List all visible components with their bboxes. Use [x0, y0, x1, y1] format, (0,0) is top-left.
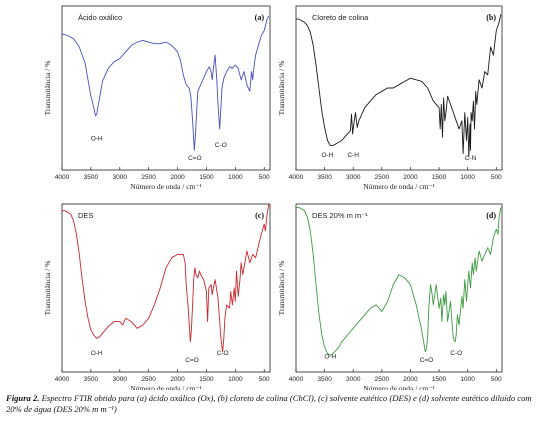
panel-b-title: Cloreto de colina — [312, 13, 369, 22]
panel-c-xtick-label: 2500 — [141, 376, 156, 383]
panel-b-ylabel: Transmitância / % — [277, 61, 286, 116]
panel-b-xtick-label: 1500 — [432, 174, 447, 181]
panel-a-xtick-label: 3500 — [84, 174, 99, 181]
panel-c-xtick-label: 500 — [259, 376, 270, 383]
panel-a-xtick-label: 3000 — [113, 174, 128, 181]
panel-b-spectrum-line — [296, 14, 502, 158]
panel-c-xtick-label: 1000 — [228, 376, 243, 383]
panel-b-annotation: C-N — [465, 155, 477, 162]
panel-a-xtick-label: 500 — [259, 174, 270, 181]
panel-d-xtick-label: 1000 — [460, 376, 475, 383]
panel-c-xtick-label: 3000 — [113, 376, 128, 383]
panel-a-annotation: C=O — [188, 155, 202, 162]
panel-a-xlabel: Número de onda / cm⁻¹ — [130, 182, 201, 191]
panel-d-xtick-label: 4000 — [289, 376, 304, 383]
panel-d-xtick-label: 500 — [491, 376, 502, 383]
panel-d-xtick-label: 2000 — [403, 376, 418, 383]
panel-a-annotation: O-H — [91, 135, 103, 142]
panel-d-xtick-label: 2500 — [375, 376, 390, 383]
panel-a-xtick-label: 1000 — [228, 174, 243, 181]
panel-b-xlabel: Número de onda / cm⁻¹ — [363, 182, 434, 191]
panel-c-xtick-label: 4000 — [55, 376, 70, 383]
panel-b-letter: (b) — [486, 13, 496, 22]
panel-d-letter: (d) — [486, 211, 496, 220]
panel-a-annotation: C-O — [215, 142, 227, 149]
panel-b-frame — [295, 5, 503, 171]
panel-c-spectrum-line — [62, 203, 270, 353]
panel-c-letter: (c) — [255, 211, 264, 220]
panel-c-annotation: C-O — [217, 350, 229, 357]
panel-b-xtick-label: 4000 — [289, 174, 304, 181]
caption-label: Figura 2. — [6, 393, 40, 403]
panel-c-ylabel: Transmitância / % — [43, 261, 52, 316]
panel-d-spectrum-line — [296, 206, 502, 356]
panel-d-annotation: O-H — [324, 354, 336, 361]
panel-d-xtick-label: 1500 — [432, 376, 447, 383]
panel-b-xtick-label: 2500 — [375, 174, 390, 181]
caption-text: Espectro FTIR obtido para (a) ácido oxál… — [6, 393, 532, 414]
panel-c-title: DES — [78, 211, 93, 220]
panel-c-xtick-label: 2000 — [170, 376, 185, 383]
panel-c-xtick-label: 3500 — [84, 376, 99, 383]
panel-d-title: DES 20% m m⁻¹ — [312, 211, 368, 220]
panel-b-annotation: C-H — [347, 152, 359, 159]
panel-a-xtick-label: 2000 — [170, 174, 185, 181]
panel-d-annotation: C-O — [450, 350, 462, 357]
panel-d-xlabel: Número de onda / cm⁻¹ — [363, 384, 434, 390]
panel-a-xtick-label: 4000 — [55, 174, 70, 181]
panel-a-title: Ácido oxálico — [78, 13, 122, 22]
panel-a-frame — [61, 5, 271, 171]
panel-a-spectrum-line — [61, 15, 270, 151]
panel-a-xtick-label: 1500 — [199, 174, 214, 181]
panel-b-xtick-label: 2000 — [403, 174, 418, 181]
panel-b-xtick-label: 3500 — [317, 174, 332, 181]
panel-b-xtick-label: 500 — [491, 174, 502, 181]
panel-d-ylabel: Transmitância / % — [277, 261, 286, 316]
panel-a-letter: (a) — [255, 13, 265, 22]
figure-caption: Figura 2. Espectro FTIR obtido para (a) … — [6, 393, 546, 415]
panel-c-annotation: C=O — [185, 357, 199, 364]
panel-a-xtick-label: 2500 — [141, 174, 156, 181]
panel-d-annotation: C=O — [420, 357, 434, 364]
panel-c-xlabel: Número de onda / cm⁻¹ — [130, 384, 201, 390]
panel-d-frame — [295, 203, 503, 373]
panel-b-annotation: O-H — [322, 152, 334, 159]
panel-d-xtick-label: 3500 — [317, 376, 332, 383]
panel-c-frame — [61, 203, 271, 373]
panel-b-xtick-label: 3000 — [346, 174, 361, 181]
panel-b-xtick-label: 1000 — [460, 174, 475, 181]
panel-c-xtick-label: 1500 — [199, 376, 214, 383]
panel-d-xtick-label: 3000 — [346, 376, 361, 383]
panel-a-ylabel: Transmitância / % — [43, 61, 52, 116]
panel-c-annotation: O-H — [91, 350, 103, 357]
ftir-figure: 4000 3500 3000 2500 2000 1500 1000 500 Número de… — [43, 5, 503, 390]
